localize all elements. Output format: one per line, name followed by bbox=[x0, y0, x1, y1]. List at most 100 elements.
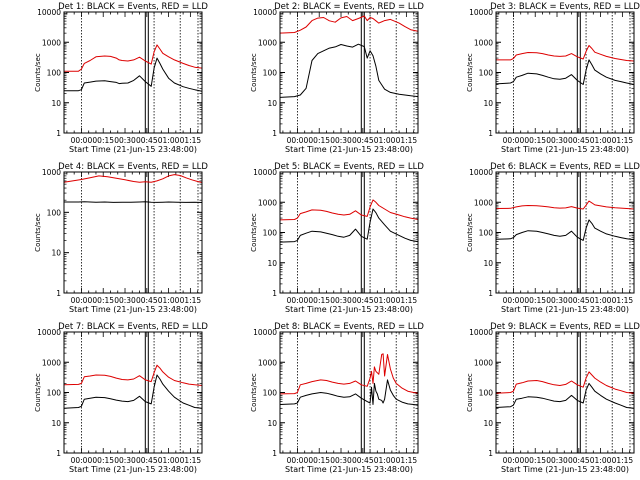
y-tick-label: 10 bbox=[51, 249, 61, 258]
y-tick-label: 100 bbox=[479, 69, 494, 78]
y-tick-label: 10000 bbox=[253, 8, 277, 17]
x-tick-label: 00:00 bbox=[287, 296, 309, 305]
y-axis-label: Counts/sec bbox=[250, 213, 258, 252]
x-axis-label: Start Time (21-Jun-15 23:48:00) bbox=[501, 465, 629, 474]
x-tick-label: 00:15 bbox=[308, 456, 330, 465]
x-tick-label: 01:00 bbox=[158, 296, 180, 305]
y-tick-label: 1000 bbox=[42, 168, 61, 177]
y-tick-label: 100 bbox=[47, 389, 62, 398]
x-tick-label: 00:45 bbox=[352, 136, 374, 145]
y-tick-label: 1 bbox=[56, 449, 61, 458]
y-tick-label: 1 bbox=[272, 129, 277, 138]
x-axis-label: Start Time (21-Jun-15 23:48:00) bbox=[69, 305, 197, 314]
y-tick-label: 10000 bbox=[469, 328, 493, 337]
x-tick-label: 01:00 bbox=[158, 136, 180, 145]
series-line-events bbox=[495, 59, 635, 85]
series-line-events bbox=[495, 219, 635, 241]
panel-det-6: Det 6: BLACK = Events, RED = LLD Counts/s… bbox=[466, 162, 640, 314]
x-tick-label: 00:15 bbox=[524, 296, 546, 305]
x-tick-label: 01:00 bbox=[374, 136, 396, 145]
x-tick-label: 00:00 bbox=[503, 136, 525, 145]
x-tick-label: 00:00 bbox=[71, 456, 93, 465]
y-tick-label: 1000 bbox=[42, 38, 61, 47]
x-axis-label: Start Time (21-Jun-15 23:48:00) bbox=[285, 465, 413, 474]
y-tick-label: 1000 bbox=[474, 358, 493, 367]
x-tick-label: 00:30 bbox=[546, 456, 568, 465]
plot-frame bbox=[495, 11, 635, 134]
x-tick-label: 01:15 bbox=[612, 136, 634, 145]
y-tick-label: 10 bbox=[267, 419, 277, 428]
panel-det-1: Det 1: BLACK = Events, RED = LLD Counts/s… bbox=[34, 2, 208, 154]
series-line-lld bbox=[495, 200, 635, 210]
plot-frame bbox=[279, 11, 419, 134]
x-tick-label: 00:45 bbox=[568, 296, 590, 305]
x-tick-label: 00:45 bbox=[568, 136, 590, 145]
series-line-events bbox=[63, 374, 203, 409]
panel-det-2: Det 2: BLACK = Events, RED = LLD Counts/s… bbox=[250, 2, 424, 154]
y-tick-label: 100 bbox=[47, 69, 62, 78]
y-tick-label: 10000 bbox=[469, 168, 493, 177]
x-tick-label: 01:15 bbox=[612, 296, 634, 305]
panel-title: Det 6: BLACK = Events, RED = LLD bbox=[490, 162, 640, 172]
y-tick-label: 1000 bbox=[474, 38, 493, 47]
x-tick-label: 00:45 bbox=[136, 136, 158, 145]
panel-det-7: Det 7: BLACK = Events, RED = LLD Counts/s… bbox=[34, 322, 208, 474]
y-axis-label: Counts/sec bbox=[34, 53, 42, 92]
panel-title: Det 1: BLACK = Events, RED = LLD bbox=[58, 2, 208, 12]
panel-title: Det 2: BLACK = Events, RED = LLD bbox=[274, 2, 424, 12]
x-tick-label: 01:00 bbox=[590, 456, 612, 465]
series-line-lld bbox=[495, 371, 635, 394]
panel-title: Det 5: BLACK = Events, RED = LLD bbox=[274, 162, 424, 172]
x-tick-label: 00:00 bbox=[71, 136, 93, 145]
y-tick-label: 10 bbox=[483, 99, 493, 108]
x-tick-label: 00:15 bbox=[92, 456, 114, 465]
plot-frame bbox=[495, 171, 635, 294]
y-axis-label: Counts/sec bbox=[466, 53, 474, 92]
x-tick-label: 01:15 bbox=[612, 456, 634, 465]
y-tick-label: 100 bbox=[263, 229, 278, 238]
x-tick-label: 01:00 bbox=[590, 136, 612, 145]
y-tick-label: 10 bbox=[483, 259, 493, 268]
y-tick-label: 1 bbox=[488, 129, 493, 138]
y-tick-label: 1 bbox=[272, 449, 277, 458]
y-tick-label: 10000 bbox=[37, 328, 61, 337]
y-tick-label: 1000 bbox=[258, 38, 277, 47]
x-axis-label: Start Time (21-Jun-15 23:48:00) bbox=[501, 305, 629, 314]
series-line-events bbox=[279, 208, 419, 243]
y-tick-label: 1 bbox=[272, 289, 277, 298]
x-tick-label: 00:45 bbox=[352, 456, 374, 465]
x-tick-label: 00:45 bbox=[352, 296, 374, 305]
y-tick-label: 100 bbox=[47, 208, 62, 217]
x-tick-label: 00:15 bbox=[308, 136, 330, 145]
y-tick-label: 1 bbox=[56, 129, 61, 138]
y-tick-label: 10000 bbox=[253, 168, 277, 177]
x-tick-label: 00:30 bbox=[114, 456, 136, 465]
panel-det-9: Det 9: BLACK = Events, RED = LLD Counts/s… bbox=[466, 322, 640, 474]
x-tick-label: 00:45 bbox=[568, 456, 590, 465]
y-tick-label: 1 bbox=[488, 289, 493, 298]
series-line-events bbox=[279, 43, 419, 98]
series-line-events bbox=[279, 379, 419, 406]
panel-det-3: Det 3: BLACK = Events, RED = LLD Counts/s… bbox=[466, 2, 640, 154]
x-tick-label: 00:00 bbox=[71, 296, 93, 305]
x-tick-label: 01:15 bbox=[180, 136, 202, 145]
x-tick-label: 00:15 bbox=[308, 296, 330, 305]
y-tick-label: 10000 bbox=[37, 8, 61, 17]
panel-title: Det 8: BLACK = Events, RED = LLD bbox=[274, 322, 424, 332]
y-tick-label: 10 bbox=[51, 419, 61, 428]
x-tick-label: 00:30 bbox=[114, 136, 136, 145]
y-tick-label: 100 bbox=[479, 229, 494, 238]
panel-det-8: Det 8: BLACK = Events, RED = LLD Counts/s… bbox=[250, 322, 424, 474]
x-tick-label: 00:30 bbox=[330, 296, 352, 305]
y-tick-label: 1000 bbox=[258, 198, 277, 207]
series-line-lld bbox=[279, 353, 419, 395]
y-tick-label: 1000 bbox=[42, 358, 61, 367]
plot-frame bbox=[63, 331, 203, 454]
x-tick-label: 00:00 bbox=[503, 456, 525, 465]
x-tick-label: 00:15 bbox=[524, 136, 546, 145]
x-tick-label: 00:00 bbox=[287, 456, 309, 465]
x-tick-label: 00:00 bbox=[503, 296, 525, 305]
x-tick-label: 01:15 bbox=[396, 456, 418, 465]
panel-det-5: Det 5: BLACK = Events, RED = LLD Counts/s… bbox=[250, 162, 424, 314]
x-tick-label: 01:00 bbox=[590, 296, 612, 305]
